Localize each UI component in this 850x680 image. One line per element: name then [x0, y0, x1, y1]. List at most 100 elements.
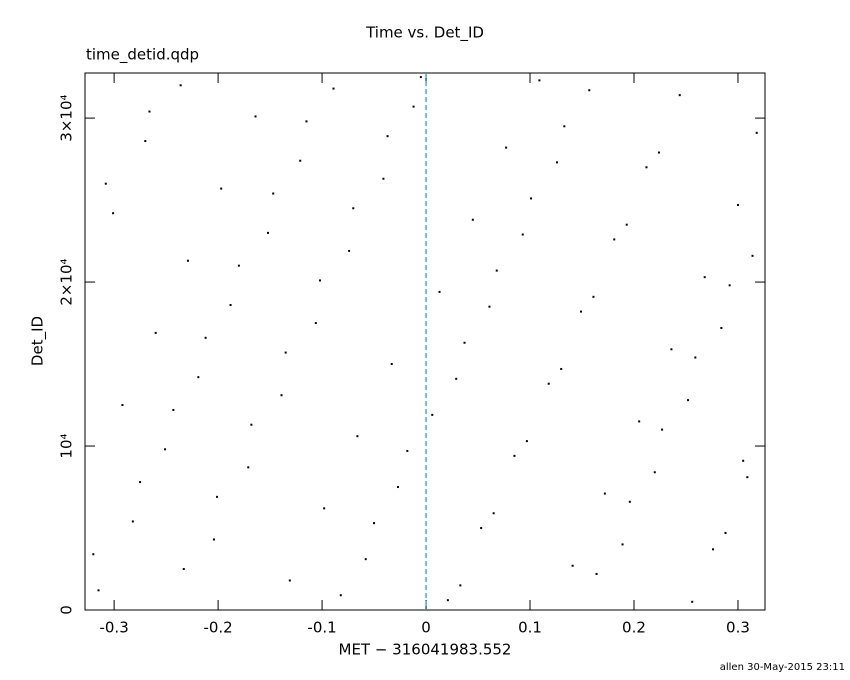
plot-frame — [84, 72, 766, 611]
point — [556, 161, 559, 164]
point — [728, 284, 731, 287]
x-tick-label: -0.2 — [203, 619, 232, 637]
point — [352, 207, 355, 210]
point — [446, 599, 449, 602]
point — [603, 492, 606, 495]
point — [645, 166, 648, 169]
point — [521, 233, 524, 236]
point — [406, 449, 409, 452]
x-tick-label: 0.1 — [518, 619, 542, 637]
point — [154, 331, 157, 334]
y-axis-label: Det_ID — [29, 316, 48, 366]
point — [455, 377, 458, 380]
point — [104, 182, 107, 185]
point — [661, 428, 664, 431]
point — [538, 79, 541, 82]
point — [186, 259, 189, 262]
point — [386, 135, 389, 138]
point — [284, 351, 287, 354]
point — [396, 486, 399, 489]
point — [720, 326, 723, 329]
x-tick-label: 0.2 — [622, 619, 646, 637]
x-tick-label: -0.3 — [99, 619, 128, 637]
point — [480, 527, 483, 530]
point — [144, 140, 147, 143]
chart-title: Time vs. Det_ID — [365, 24, 484, 43]
x-tick-label: -0.1 — [307, 619, 336, 637]
point — [571, 564, 574, 567]
x-tick-label: 0.3 — [726, 619, 750, 637]
point — [463, 341, 466, 344]
point — [657, 151, 660, 154]
point — [197, 376, 200, 379]
point — [318, 279, 321, 282]
point — [563, 125, 566, 128]
point — [364, 558, 367, 561]
point — [314, 322, 317, 325]
point — [92, 553, 95, 556]
point — [687, 399, 690, 402]
point — [254, 115, 257, 118]
point — [694, 356, 697, 359]
point — [97, 589, 100, 592]
point — [216, 495, 219, 498]
point — [419, 76, 422, 79]
point — [703, 276, 706, 279]
point — [595, 572, 598, 575]
point — [121, 404, 124, 407]
point — [112, 212, 115, 215]
y-tick-label: 2×10⁴ — [58, 258, 76, 305]
point — [148, 110, 151, 113]
point — [348, 249, 351, 252]
point — [592, 295, 595, 298]
point — [525, 440, 528, 443]
point — [182, 568, 185, 571]
point — [204, 336, 207, 339]
point — [305, 120, 308, 123]
y-tick-label: 3×10⁴ — [58, 94, 76, 141]
point — [382, 177, 385, 180]
point — [560, 367, 563, 370]
point — [547, 382, 550, 385]
point — [250, 423, 253, 426]
point — [751, 254, 754, 257]
point — [390, 363, 393, 366]
point — [471, 218, 474, 221]
point — [323, 507, 326, 510]
point — [670, 348, 673, 351]
point — [488, 305, 491, 308]
point — [588, 89, 591, 92]
point — [229, 304, 232, 307]
point — [530, 197, 533, 200]
point — [513, 454, 516, 457]
point — [755, 131, 758, 134]
point — [613, 238, 616, 241]
point — [628, 500, 631, 503]
point — [625, 223, 628, 226]
point — [736, 203, 739, 206]
chart-subtitle: time_detid.qdp — [86, 46, 199, 65]
y-tick-label: 0 — [58, 605, 76, 615]
point — [356, 435, 359, 438]
point — [579, 310, 582, 313]
point — [505, 146, 508, 149]
point — [742, 459, 745, 462]
y-tick-label: 10⁴ — [58, 433, 76, 458]
point — [266, 231, 269, 234]
point — [220, 187, 223, 190]
point — [373, 522, 376, 525]
point — [272, 192, 275, 195]
point — [280, 394, 283, 397]
point — [288, 579, 291, 582]
point — [247, 466, 250, 469]
point — [492, 512, 495, 515]
point — [459, 584, 462, 587]
point — [621, 543, 624, 546]
point — [339, 594, 342, 597]
point — [431, 413, 434, 416]
point — [495, 269, 498, 272]
point — [691, 600, 694, 603]
point — [212, 538, 215, 541]
point — [712, 548, 715, 551]
